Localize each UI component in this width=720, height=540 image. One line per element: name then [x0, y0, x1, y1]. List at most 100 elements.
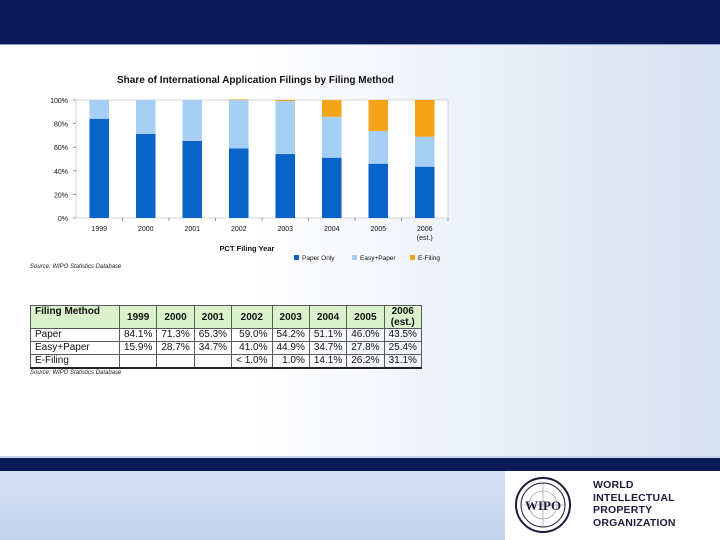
table-source: Source: WIPO Statistics Database	[30, 370, 122, 376]
y-tick-label: 40%	[54, 169, 68, 176]
table-header-year: 2001	[193, 305, 233, 329]
legend-swatch	[294, 255, 299, 260]
wipo-emblem-icon: WIPO	[515, 477, 571, 533]
table-row: E-Filing < 1.0% 1.0% 14.1% 26.2% 31.1%	[30, 354, 422, 369]
header-divider	[0, 44, 720, 45]
bar-segment	[89, 118, 110, 218]
table-cell: 34.7%	[308, 341, 348, 355]
table-header-year: 2005	[346, 305, 385, 329]
table-cell: 15.9%	[118, 341, 158, 355]
bar-segment	[228, 99, 249, 100]
legend-label: Easy+Paper	[360, 255, 396, 262]
table-header-year: 2000	[156, 305, 195, 329]
x-tick-label: 2006	[417, 226, 433, 233]
table-header-row: Filing Method 1999 2000 2001 2002 2003 2…	[30, 305, 422, 329]
bar-segment	[414, 100, 435, 137]
table-cell: 65.3%	[193, 328, 233, 342]
table-cell	[156, 354, 195, 369]
bar-segment	[368, 130, 389, 164]
legend-label: Paper Only	[302, 255, 335, 262]
x-tick-label: 2003	[277, 226, 293, 233]
y-tick-label: 0%	[58, 216, 68, 223]
x-tick-label: 2000	[138, 226, 154, 233]
bar-segment	[228, 148, 249, 218]
header-band	[0, 0, 720, 44]
x-tick-label: 2005	[370, 226, 386, 233]
x-tick-label: 2002	[231, 226, 247, 233]
table-cell: 26.2%	[346, 354, 385, 369]
table-cell: 44.9%	[271, 341, 310, 355]
x-tick-label: 2001	[184, 226, 200, 233]
bar-segment	[275, 99, 296, 102]
table-cell: 27.8%	[346, 341, 385, 355]
chart-title: Share of International Application Filin…	[117, 75, 394, 86]
legend-swatch	[410, 255, 415, 260]
bar-segment	[321, 100, 342, 117]
logo-line: INTELLECTUAL	[593, 491, 675, 504]
table-cell: 31.1%	[383, 354, 422, 369]
plot-area	[75, 99, 449, 219]
bar-segment	[368, 100, 389, 131]
table-cell: 41.0%	[231, 341, 273, 355]
table-header-year: 2004	[308, 305, 348, 329]
table-row: Paper 84.1% 71.3% 65.3% 59.0% 54.2% 51.1…	[30, 328, 422, 342]
wipo-logo: WIPO WORLD INTELLECTUAL PROPERTY ORGANIZ…	[505, 471, 720, 540]
table-cell: 59.0%	[231, 328, 273, 342]
table-header-year: 2002	[231, 305, 273, 329]
x-axis-title: PCT Filing Year	[220, 244, 275, 253]
table-header-year-est: 2006 (est.)	[383, 305, 422, 329]
footer-band	[0, 458, 720, 471]
table-header-year: 2003	[271, 305, 310, 329]
logo-line: ORGANIZATION	[593, 516, 676, 529]
table-row: Easy+Paper 15.9% 28.7% 34.7% 41.0% 44.9%…	[30, 341, 422, 355]
table-cell: 1.0%	[271, 354, 310, 369]
table-cell: 14.1%	[308, 354, 348, 369]
table-row-label: E-Filing	[30, 354, 120, 369]
logo-line: WORLD	[593, 479, 634, 491]
logo-wordmark: WORLD INTELLECTUAL PROPERTY ORGANIZATION	[593, 479, 676, 529]
wipo-emblem-text: WIPO	[525, 498, 561, 513]
bar-segment	[182, 140, 203, 218]
y-tick-label: 80%	[54, 122, 68, 129]
table-cell: 46.0%	[346, 328, 385, 342]
table-row-label: Easy+Paper	[30, 341, 120, 355]
y-tick-label: 60%	[54, 145, 68, 152]
y-tick-label: 20%	[54, 192, 68, 199]
table-header-label: Filing Method	[30, 305, 120, 329]
bar-segment	[182, 100, 203, 141]
table-cell: 54.2%	[271, 328, 310, 342]
table-header-year: 2006	[391, 306, 414, 317]
filing-method-table: Filing Method 1999 2000 2001 2002 2003 2…	[30, 305, 422, 369]
table-row-label: Paper	[30, 328, 120, 342]
table-cell: 51.1%	[308, 328, 348, 342]
table-cell	[193, 354, 233, 369]
chart-source: Source: WIPO Statistics Database	[30, 264, 122, 270]
bar-segment	[368, 163, 389, 218]
bar-segment	[321, 157, 342, 218]
table-cell: 71.3%	[156, 328, 195, 342]
bar-segment	[321, 116, 342, 158]
table-cell: 34.7%	[193, 341, 233, 355]
bar-segment	[414, 136, 435, 167]
bar-segment	[275, 154, 296, 218]
x-tick-note: (est.)	[417, 235, 433, 242]
stacked-bar-chart: 0% 20% 40% 60% 80% 100% 1999 2000 2001 2002 2003 20…	[50, 98, 449, 262]
table-cell: 25.4%	[383, 341, 422, 355]
table-cell: 43.5%	[383, 328, 422, 342]
table-header-year: 1999	[118, 305, 158, 329]
bar-segment	[228, 100, 249, 149]
y-tick-label: 100%	[50, 98, 68, 105]
bar-segment	[135, 133, 156, 218]
table-cell	[118, 354, 158, 369]
table-header-est-note: (est.)	[390, 317, 415, 328]
footer-divider	[0, 456, 720, 458]
x-tick-label: 1999	[91, 226, 107, 233]
table-cell: < 1.0%	[231, 354, 273, 369]
logo-line: PROPERTY	[593, 504, 653, 516]
x-tick-label: 2004	[324, 226, 340, 233]
bar-segment	[414, 166, 435, 218]
bar-segment	[135, 100, 156, 134]
legend-swatch	[352, 255, 357, 260]
bar-segment	[275, 101, 296, 155]
table-cell: 84.1%	[118, 328, 158, 342]
